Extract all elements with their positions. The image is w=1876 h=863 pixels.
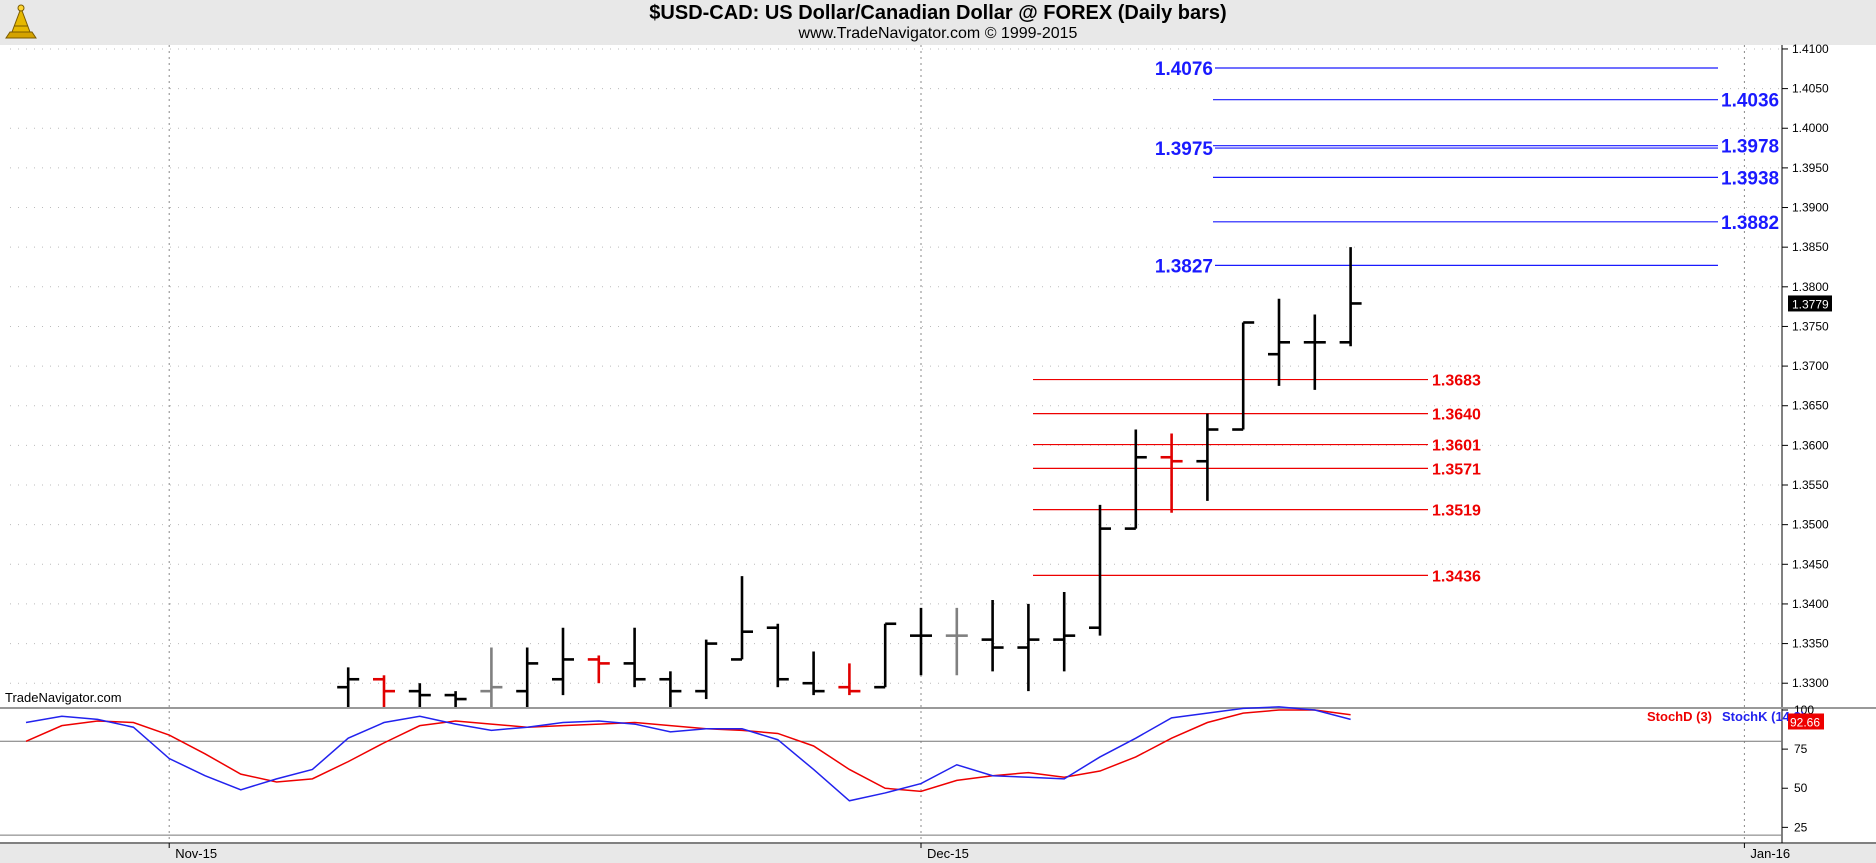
stoch-tick-label: 75	[1794, 742, 1808, 756]
price-tick-label: 1.3600	[1792, 438, 1829, 452]
ohlc-bars	[337, 247, 1362, 707]
stoch-tick-label: 25	[1794, 820, 1808, 834]
fib-level-label: 1.3571	[1432, 461, 1481, 478]
price-tick-label: 1.3350	[1792, 637, 1829, 651]
price-tick-label: 1.3700	[1792, 359, 1829, 373]
fib-level-label: 1.3882	[1721, 213, 1779, 234]
fib-level-label: 1.4076	[1155, 59, 1213, 80]
stochD-legend: StochD (3)	[1647, 709, 1712, 724]
stochK-legend: StochK (14,3)	[1722, 709, 1805, 724]
price-axis-panel	[1782, 45, 1876, 843]
date-tick-label: Dec-15	[927, 846, 969, 861]
stoch-last-box	[1788, 713, 1824, 730]
fib-level-label: 1.3601	[1432, 438, 1481, 455]
price-tick-label: 1.3750	[1792, 319, 1829, 333]
fib-level-label: 1.3640	[1432, 407, 1481, 424]
stoch-last-label: 92.66	[1790, 715, 1820, 729]
price-tick-label: 1.3500	[1792, 518, 1829, 532]
stochK-line	[25, 706, 1351, 802]
sextant-logo-icon[interactable]	[4, 2, 38, 42]
fib-level-label: 1.4036	[1721, 91, 1779, 112]
price-tick-label: 1.3300	[1792, 676, 1829, 690]
price-tick-label: 1.3550	[1792, 478, 1829, 492]
price-tick-label: 1.4100	[1792, 42, 1829, 56]
fib-level-label: 1.3519	[1432, 503, 1481, 520]
fib-level-label: 1.3436	[1432, 568, 1481, 585]
fib-level-label: 1.3683	[1432, 373, 1481, 390]
stochD-line	[25, 709, 1351, 793]
chart-title: $USD-CAD: US Dollar/Canadian Dollar @ FO…	[649, 2, 1227, 24]
fib-level-label: 1.3827	[1155, 256, 1213, 277]
date-tick-label: Nov-15	[175, 846, 217, 861]
fib-level-label: 1.3975	[1155, 139, 1214, 160]
price-tick-label: 1.3800	[1792, 280, 1829, 294]
price-tick-label: 1.3850	[1792, 240, 1829, 254]
watermark: TradeNavigator.com	[5, 690, 122, 705]
chart-subtitle: www.TradeNavigator.com © 1999-2015	[798, 25, 1078, 42]
stoch-tick-label: 50	[1794, 781, 1808, 795]
last-price-label: 1.3779	[1792, 297, 1829, 311]
price-tick-label: 1.4000	[1792, 121, 1829, 135]
price-tick-label: 1.3950	[1792, 161, 1829, 175]
price-tick-label: 1.4050	[1792, 82, 1829, 96]
date-axis-panel	[0, 844, 1876, 863]
fib-level-label: 1.3978	[1721, 137, 1779, 158]
fib-level-label: 1.3938	[1721, 168, 1779, 189]
date-tick-label: Jan-16	[1750, 846, 1790, 861]
price-tick-label: 1.3650	[1792, 399, 1829, 413]
price-tick-label: 1.3900	[1792, 201, 1829, 215]
price-tick-label: 1.3450	[1792, 557, 1829, 571]
last-price-box	[1788, 295, 1832, 312]
price-tick-label: 1.3400	[1792, 597, 1829, 611]
chart-header	[0, 0, 1876, 45]
